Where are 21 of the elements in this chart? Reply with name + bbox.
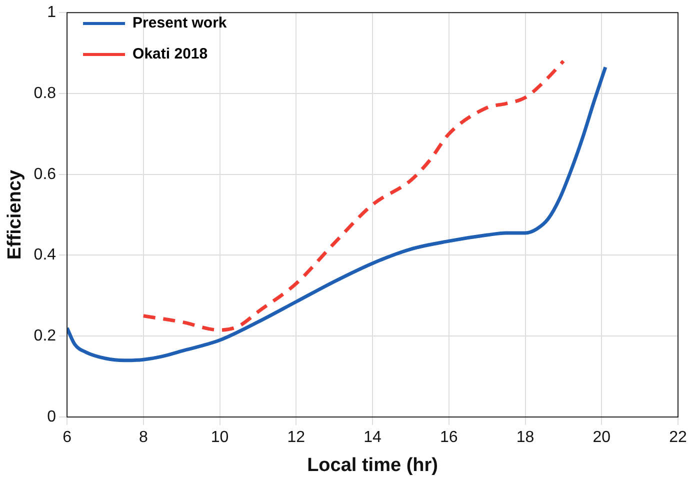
x-tick-label: 22: [669, 429, 687, 446]
x-tick-label: 16: [440, 429, 458, 446]
x-tick-label: 8: [138, 429, 148, 446]
x-tick-label: 14: [364, 429, 382, 446]
line-series: [142, 59, 566, 332]
x-tick-label: 12: [287, 429, 306, 446]
y-tick-label: 0.4: [34, 246, 56, 264]
y-axis-title: Efficiency: [4, 169, 26, 260]
y-tick-label: 0: [47, 408, 56, 426]
y-tick-label: 0.6: [34, 166, 56, 183]
y-tick-label: 0.8: [34, 84, 56, 102]
legend-label: Okati 2018: [132, 46, 208, 63]
x-tick-label: 18: [516, 429, 534, 446]
legend-label: Present work: [132, 14, 228, 32]
x-tick-label: 10: [210, 429, 229, 446]
x-axis-title: Local time (hr): [307, 454, 438, 476]
line-series: [67, 65, 608, 362]
x-tick-label: 20: [592, 429, 611, 446]
y-tick-label: 0.2: [34, 328, 56, 345]
y-tick-label: 1: [47, 4, 56, 22]
x-tick-label: 6: [62, 429, 72, 446]
